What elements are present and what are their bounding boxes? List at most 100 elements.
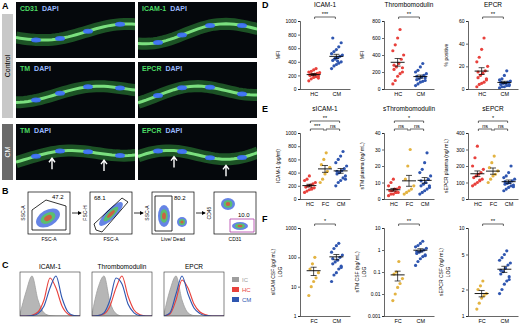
histogram-line bbox=[20, 278, 80, 316]
chart-title: sEPCR bbox=[482, 105, 504, 112]
plot-frame bbox=[92, 272, 152, 316]
axis-line bbox=[385, 316, 435, 317]
tick-label: CM bbox=[333, 91, 342, 97]
data-point bbox=[328, 166, 331, 169]
y-tick: 1 bbox=[462, 313, 468, 319]
vessel bbox=[138, 86, 257, 103]
counterstain-name: DAPI bbox=[34, 127, 51, 134]
histogram-line bbox=[164, 276, 224, 316]
nucleus bbox=[205, 155, 215, 160]
data-point bbox=[332, 273, 335, 276]
y-axis: 0.0010.010.1110 bbox=[368, 225, 385, 319]
tick-label: 0 bbox=[378, 86, 381, 92]
data-point bbox=[508, 278, 511, 281]
nucleus bbox=[205, 85, 215, 90]
data-point bbox=[421, 240, 424, 243]
data-point bbox=[387, 184, 390, 187]
data-point bbox=[509, 164, 512, 167]
plot-area bbox=[307, 36, 344, 82]
tick-mark bbox=[382, 250, 384, 251]
significance-label: ** bbox=[491, 218, 496, 224]
chart-title: EPCR bbox=[484, 1, 502, 8]
error-bar bbox=[390, 188, 396, 191]
axis-line bbox=[469, 199, 519, 200]
data-point bbox=[337, 158, 340, 161]
nucleus bbox=[83, 84, 93, 89]
tick-label: 300 bbox=[456, 147, 465, 153]
y-tick: 600 bbox=[288, 157, 300, 163]
y-tick: 800 bbox=[372, 18, 384, 24]
data-point bbox=[508, 275, 511, 278]
tick-mark bbox=[382, 133, 384, 134]
tick-label: 10 bbox=[375, 225, 381, 231]
micrograph-background bbox=[16, 2, 135, 58]
y-tick: 0.001 bbox=[368, 313, 384, 319]
tick-label: 200 bbox=[456, 163, 465, 169]
tick-mark bbox=[382, 272, 384, 273]
stain-label: TMDAPI bbox=[20, 65, 51, 72]
y-axis-title: sEPCR plasma (ng/ mL) bbox=[443, 139, 449, 193]
tick-mark bbox=[298, 228, 300, 229]
error-bar bbox=[311, 267, 317, 275]
data-point bbox=[314, 181, 317, 184]
nucleus bbox=[31, 37, 41, 42]
axis-line bbox=[298, 134, 301, 200]
significance-label: *** bbox=[314, 123, 321, 129]
data-point bbox=[305, 178, 308, 181]
data-point bbox=[421, 168, 424, 171]
micrograph bbox=[16, 2, 135, 58]
group-label: Control bbox=[4, 54, 11, 77]
panel-label: A bbox=[2, 1, 9, 11]
density-cloud bbox=[43, 214, 53, 223]
axis-line bbox=[469, 89, 519, 90]
plot-area bbox=[307, 242, 344, 297]
data-point bbox=[336, 60, 339, 63]
y-axis-title: sTM plasma (ng/ mL) bbox=[359, 142, 365, 190]
gate bbox=[230, 219, 254, 232]
nucleus bbox=[31, 154, 41, 159]
significance-label: ns bbox=[414, 123, 420, 129]
tick-label: CM bbox=[421, 201, 430, 207]
y-tick: 200 bbox=[372, 69, 384, 75]
data-point bbox=[409, 148, 412, 151]
tick-label: 1 bbox=[294, 313, 297, 319]
x-tick: HC bbox=[474, 201, 482, 207]
tick-label: 800 bbox=[372, 18, 381, 24]
significance-label: * bbox=[408, 115, 411, 121]
y-tick: 800 bbox=[288, 32, 300, 38]
data-point bbox=[482, 36, 485, 39]
tick-label: FC bbox=[490, 201, 497, 207]
data-point bbox=[482, 81, 485, 84]
data-point bbox=[406, 164, 409, 167]
nucleus bbox=[115, 22, 125, 27]
counterstain-name: DAPI bbox=[165, 127, 182, 134]
tick-mark bbox=[466, 150, 468, 151]
error-bar bbox=[417, 75, 423, 78]
data-point bbox=[398, 186, 401, 189]
tick-mark bbox=[466, 228, 468, 229]
density-cloud bbox=[158, 205, 170, 227]
y-tick: 600 bbox=[288, 45, 300, 51]
micrograph-background bbox=[16, 62, 135, 118]
tick-label: FC bbox=[310, 318, 317, 324]
x-axis: FCCM bbox=[469, 317, 519, 324]
tick-label: CM bbox=[417, 91, 426, 97]
data-point bbox=[340, 60, 343, 63]
x-tick: CM bbox=[417, 318, 426, 324]
data-point bbox=[500, 256, 503, 259]
histogram-area bbox=[164, 276, 224, 316]
data-point bbox=[394, 79, 397, 82]
y-axis-title: LOG bbox=[445, 267, 451, 278]
plot-area bbox=[302, 150, 348, 194]
tick-label: 1000 bbox=[285, 225, 296, 231]
tick-label: CM bbox=[337, 201, 346, 207]
data-point bbox=[396, 75, 399, 78]
data-point bbox=[423, 161, 426, 164]
y-axis-title: ICAM-1 (pg/ml) bbox=[275, 149, 281, 183]
x-axis: HCCM bbox=[385, 90, 435, 97]
density-cloud bbox=[96, 199, 126, 229]
group-bar bbox=[2, 14, 13, 118]
significance-bracket bbox=[326, 129, 340, 131]
micrograph bbox=[138, 62, 257, 118]
x-tick: CM bbox=[333, 91, 342, 97]
